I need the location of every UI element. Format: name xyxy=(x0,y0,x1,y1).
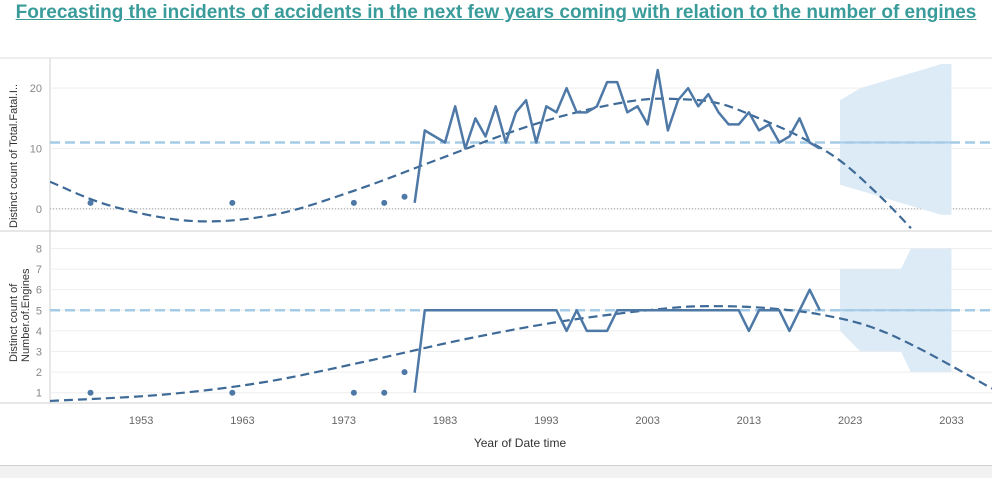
y-tick-label-bottom-8: 8 xyxy=(36,243,42,255)
chart-title: Forecasting the incidents of accidents i… xyxy=(15,2,977,23)
data-point-top-1974 xyxy=(350,199,357,206)
forecast-band-top xyxy=(840,64,952,215)
y-tick-label-bottom-4: 4 xyxy=(36,326,42,338)
y-tick-label-bottom-1: 1 xyxy=(36,388,42,400)
x-tick-label-1993: 1993 xyxy=(534,415,558,427)
y-tick-label-bottom-7: 7 xyxy=(36,264,42,276)
x-tick-label-1963: 1963 xyxy=(230,415,254,427)
x-tick-label-2023: 2023 xyxy=(838,415,862,427)
x-axis-label: Year of Date time xyxy=(473,436,567,450)
y-tick-label-bottom-5: 5 xyxy=(36,305,42,317)
y-tick-label-bottom-3: 3 xyxy=(36,346,42,358)
y-tick-label-top-10: 10 xyxy=(30,144,42,156)
panel-top xyxy=(50,64,992,229)
y-tick-label-bottom-6: 6 xyxy=(36,285,42,297)
bottom-y-axis-label: Distinct count of Number.of.Engines xyxy=(8,268,32,362)
x-tick-label-2003: 2003 xyxy=(635,415,659,427)
x-tick-label-1953: 1953 xyxy=(129,415,153,427)
data-point-bottom-1948 xyxy=(87,389,94,396)
data-point-top-1962 xyxy=(229,199,236,206)
x-tick-label-2033: 2033 xyxy=(939,415,963,427)
data-point-top-1948 xyxy=(87,199,94,206)
data-point-top-1979 xyxy=(401,193,408,200)
data-point-bottom-1962 xyxy=(229,389,236,396)
x-tick-label-1973: 1973 xyxy=(331,415,355,427)
series-line-top xyxy=(413,68,821,204)
data-point-bottom-1974 xyxy=(350,389,357,396)
data-point-bottom-1977 xyxy=(381,389,388,396)
data-point-top-1977 xyxy=(381,199,388,206)
panel-bottom xyxy=(50,247,992,403)
y-tick-label-top-0: 0 xyxy=(36,204,42,216)
top-y-axis-label: Distinct count of Total.Fatal.I.. xyxy=(8,83,20,228)
x-tick-label-2013: 2013 xyxy=(737,415,761,427)
y-tick-label-top-20: 20 xyxy=(30,83,42,95)
footer-scrollbar[interactable] xyxy=(0,465,992,478)
x-tick-label-1983: 1983 xyxy=(433,415,457,427)
y-tick-label-bottom-2: 2 xyxy=(36,367,42,379)
trend-line-bottom xyxy=(50,305,992,403)
data-point-bottom-1979 xyxy=(401,369,408,376)
series-line-bottom xyxy=(413,288,821,393)
